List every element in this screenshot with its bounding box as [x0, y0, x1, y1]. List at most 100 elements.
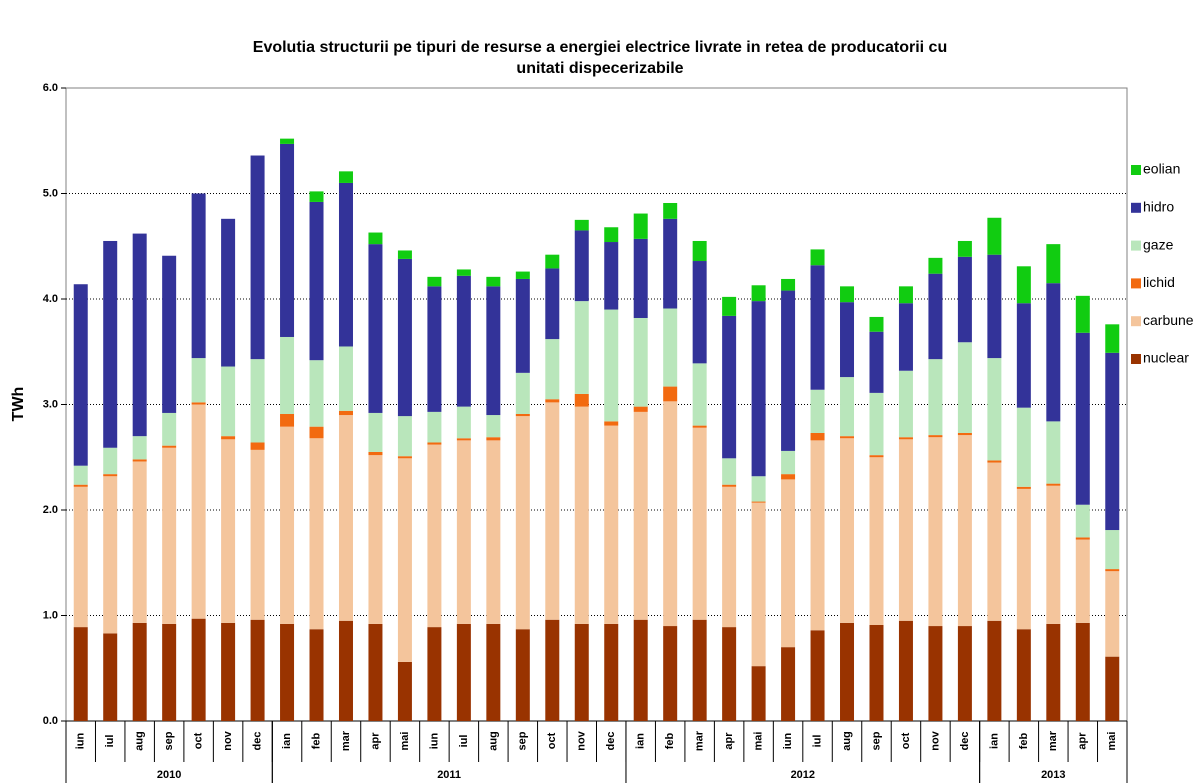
- bar-segment: [957, 342, 972, 433]
- x-tick-label: apr: [369, 732, 381, 750]
- bar-segment: [1016, 407, 1031, 487]
- bar-segment: [515, 278, 530, 373]
- bar-segment: [515, 413, 530, 417]
- y-tick-label: 1.0: [43, 609, 58, 621]
- bar-segment: [663, 218, 678, 309]
- bar-segment: [103, 240, 118, 448]
- bar-segment: [427, 276, 442, 287]
- bar-segment: [1105, 569, 1120, 572]
- bar-segment: [781, 278, 796, 291]
- bar-segment: [987, 358, 1002, 461]
- bar-segment: [368, 455, 383, 624]
- bar-segment: [1075, 622, 1090, 721]
- bar-segment: [309, 629, 324, 721]
- bar-segment: [309, 426, 324, 439]
- legend-swatch: [1131, 202, 1141, 213]
- bar-segment: [840, 438, 855, 623]
- bar-segment: [73, 484, 88, 487]
- bar-segment: [162, 445, 177, 448]
- bar-segment: [73, 465, 88, 485]
- x-tick-label: nov: [576, 730, 588, 750]
- bar-segment: [692, 427, 707, 620]
- bar-segment: [810, 389, 825, 433]
- x-tick-label: iul: [811, 735, 823, 748]
- bar-segment: [1105, 324, 1120, 353]
- bar-segment: [1016, 486, 1031, 489]
- bar-segment: [1016, 488, 1031, 630]
- bar-segment: [692, 240, 707, 262]
- bar-segment: [427, 627, 442, 721]
- bar-segment: [869, 316, 884, 332]
- bar-segment: [221, 622, 236, 721]
- legend-swatch: [1131, 240, 1141, 251]
- bar-segment: [633, 317, 648, 407]
- group-label: 2013: [1041, 769, 1065, 781]
- y-tick-label: 6.0: [43, 82, 58, 94]
- bar-segment: [987, 217, 1002, 255]
- bar-segment: [928, 273, 943, 360]
- bar-segment: [574, 301, 589, 394]
- bar-segment: [103, 447, 118, 475]
- bar-segment: [515, 271, 530, 279]
- bar-segment: [1075, 504, 1090, 538]
- bar-segment: [633, 213, 648, 239]
- bar-segment: [751, 502, 766, 667]
- bar-segment: [898, 620, 913, 721]
- group-label: 2012: [791, 769, 815, 781]
- bar-segment: [1016, 266, 1031, 304]
- bar-segment: [338, 346, 353, 411]
- x-tick-label: iun: [75, 732, 87, 749]
- y-tick-label: 3.0: [43, 398, 58, 410]
- bar-segment: [840, 622, 855, 721]
- bar-segment: [486, 415, 501, 438]
- bar-segment: [1046, 485, 1061, 624]
- bar-segment: [250, 449, 265, 620]
- group-label: 2011: [437, 769, 461, 781]
- bar-segment: [280, 143, 295, 337]
- bar-segment: [132, 436, 147, 460]
- bar-segment: [1046, 421, 1061, 484]
- bar-segment: [604, 227, 619, 243]
- bar-segment: [191, 618, 206, 721]
- bar-segment: [751, 666, 766, 721]
- bar-segment: [987, 620, 1002, 721]
- bar-segment: [456, 406, 471, 439]
- bar-segment: [663, 401, 678, 627]
- bar-segment: [132, 622, 147, 721]
- bar-segment: [545, 268, 560, 340]
- bar-segment: [427, 411, 442, 443]
- bar-segment: [898, 303, 913, 371]
- x-tick-label: iun: [782, 732, 794, 749]
- bar-segment: [574, 393, 589, 407]
- bar-segment: [280, 413, 295, 427]
- x-tick-label: aug: [487, 731, 499, 751]
- x-tick-label: nov: [222, 730, 234, 750]
- bar-segment: [338, 415, 353, 621]
- bar-segment: [604, 425, 619, 624]
- bar-segment: [663, 308, 678, 387]
- bar-segment: [191, 358, 206, 403]
- bar-segment: [221, 218, 236, 367]
- bar-segment: [869, 392, 884, 456]
- bar-segment: [545, 254, 560, 269]
- bar-segment: [338, 410, 353, 416]
- bar-segment: [663, 202, 678, 219]
- bar-segment: [781, 647, 796, 721]
- bar-segment: [162, 412, 177, 446]
- bar-segment: [1016, 303, 1031, 408]
- bar-segment: [486, 623, 501, 721]
- bar-segment: [1075, 332, 1090, 505]
- bar-segment: [633, 238, 648, 318]
- y-tick-label: 5.0: [43, 187, 58, 199]
- x-tick-label: mar: [340, 730, 352, 751]
- bar-segment: [368, 244, 383, 413]
- bar-segment: [162, 447, 177, 624]
- bar-segment: [810, 432, 825, 441]
- x-tick-label: sep: [870, 731, 882, 750]
- bar-segment: [810, 440, 825, 631]
- bar-segment: [280, 426, 295, 624]
- bar-segment: [898, 370, 913, 438]
- bar-segment: [663, 386, 678, 402]
- x-tick-label: dec: [605, 732, 617, 751]
